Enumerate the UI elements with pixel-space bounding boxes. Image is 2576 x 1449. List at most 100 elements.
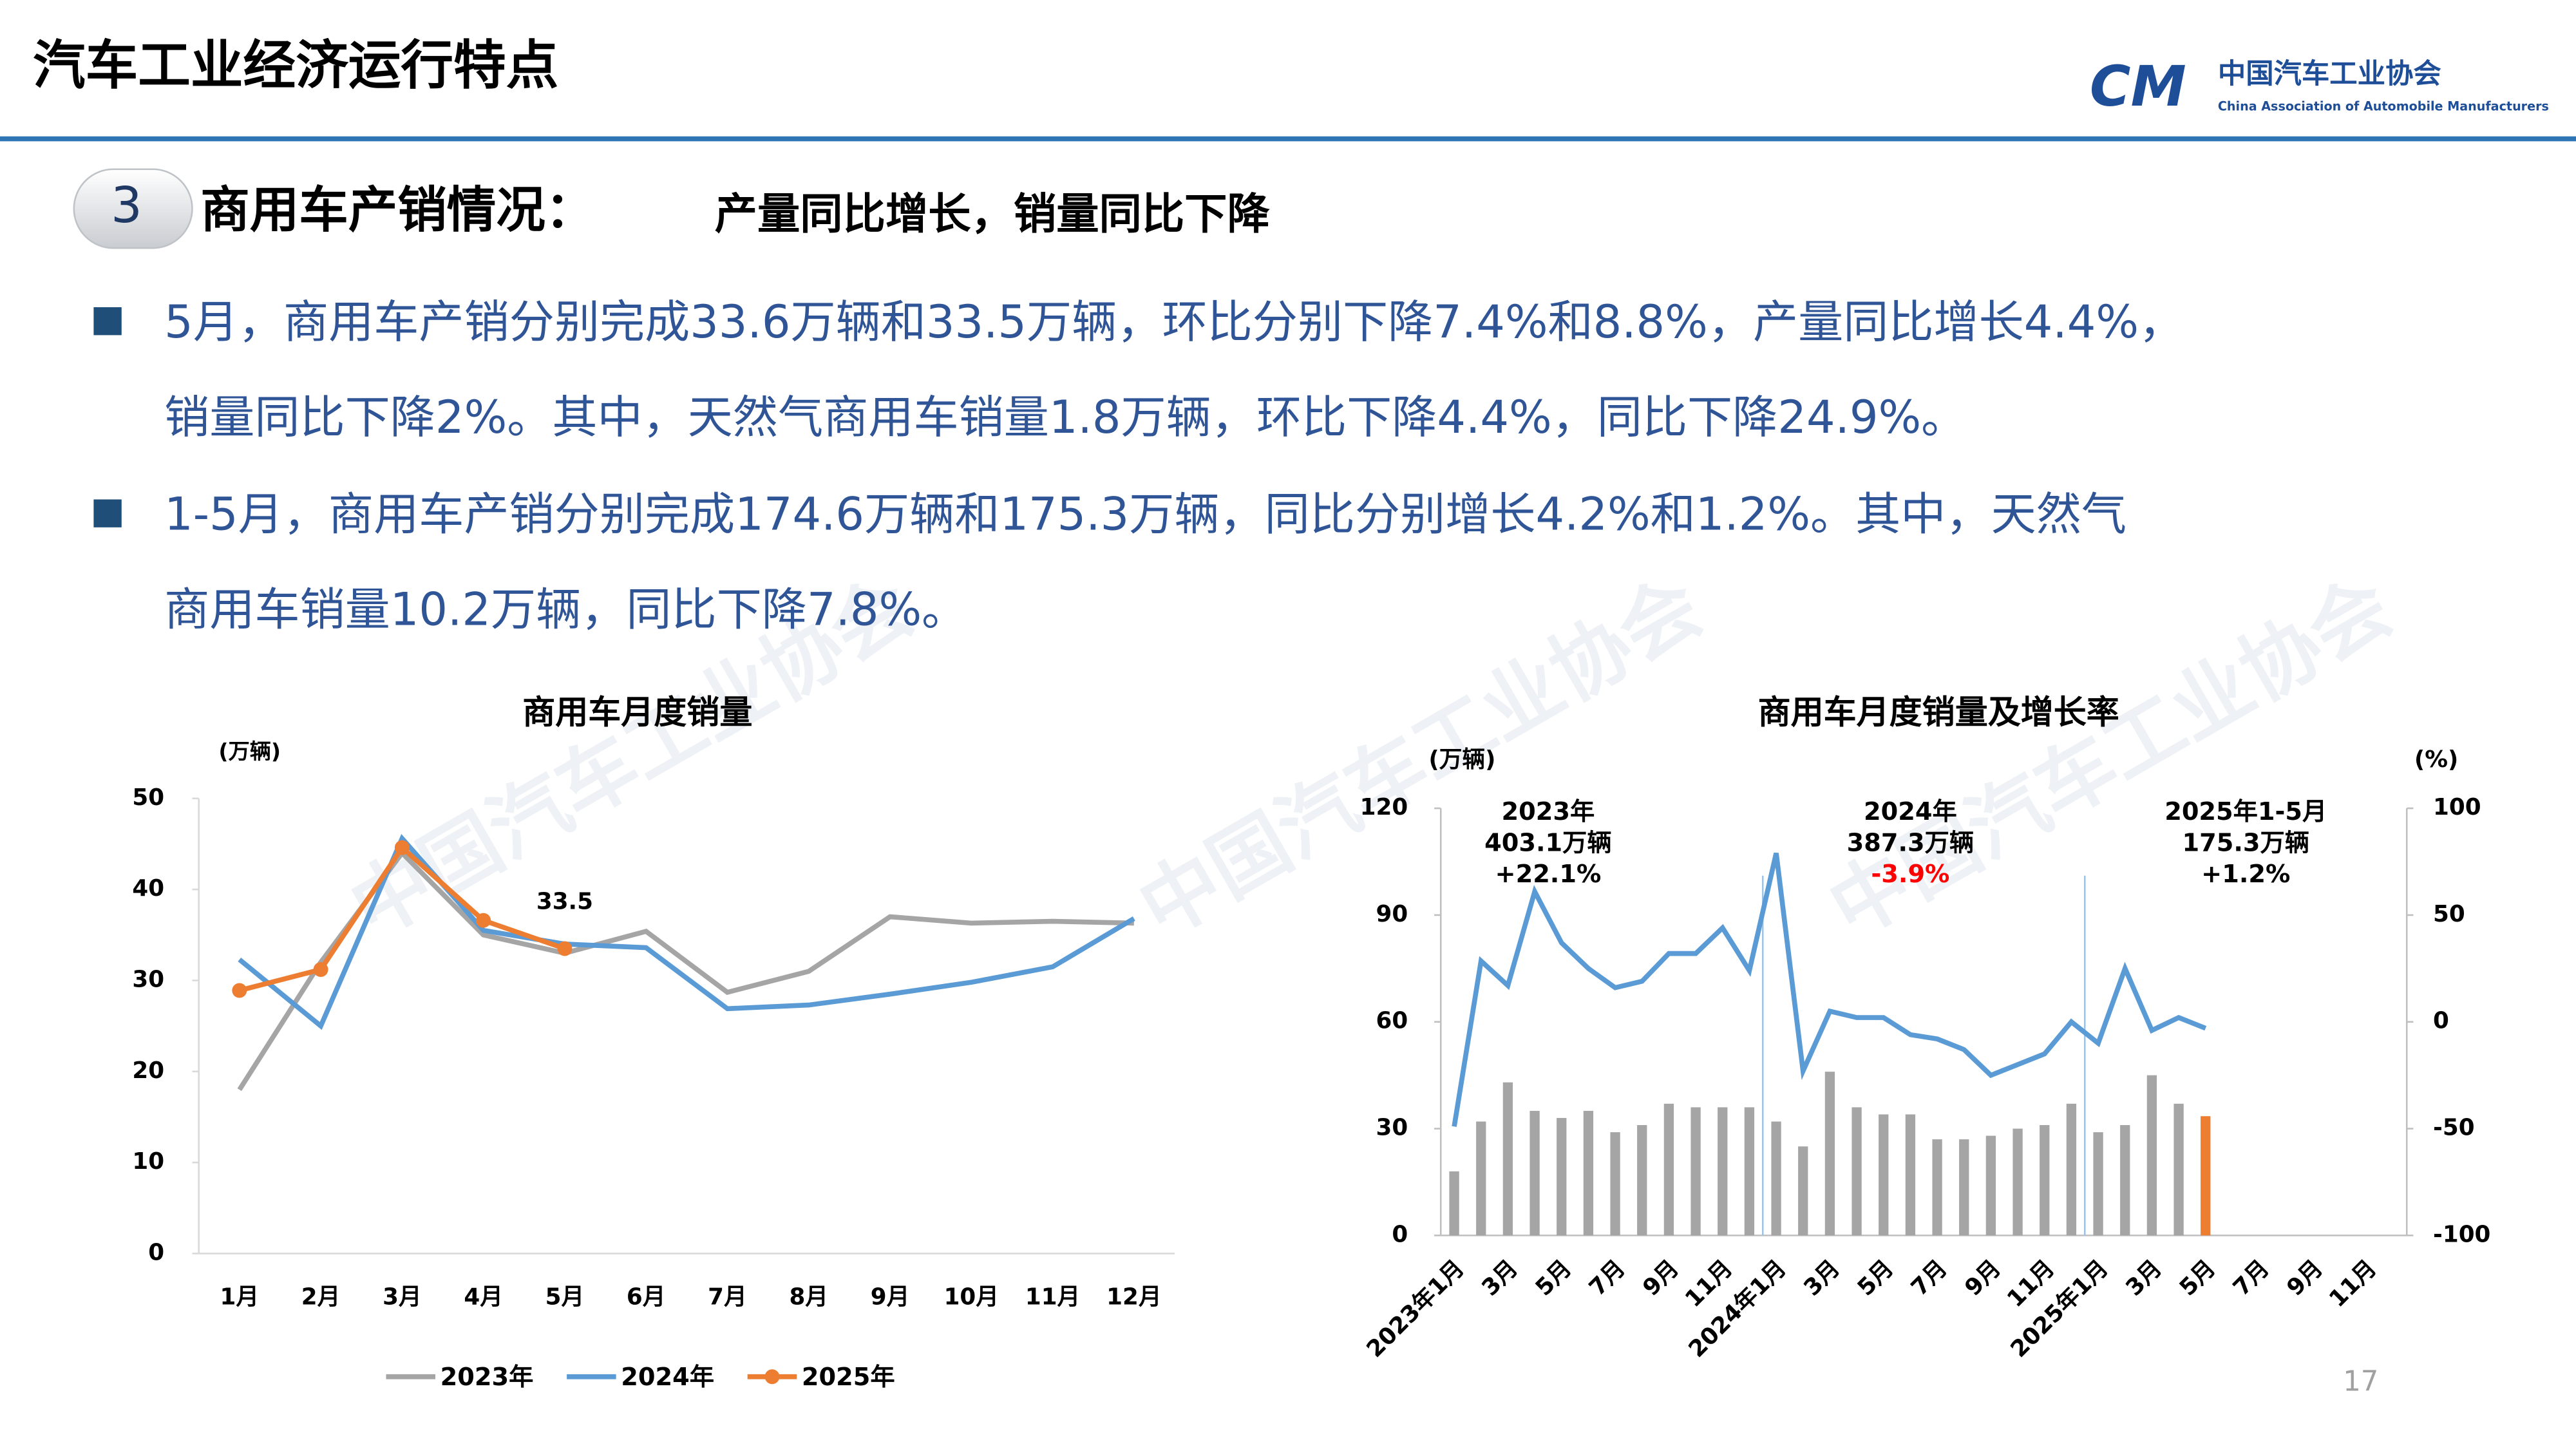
bar: [1985, 1135, 1996, 1236]
x-tick-label: 7月: [1584, 1255, 1631, 1302]
bar: [1959, 1139, 1969, 1236]
x-tick-label: 4月: [464, 1283, 503, 1310]
bar: [2146, 1075, 2157, 1236]
x-tick-label: 7月: [708, 1283, 747, 1310]
section-title: 商用车产销情况：: [200, 182, 594, 240]
x-tick-label: 3月: [383, 1283, 422, 1310]
chart-title: 商用车月度销量: [522, 694, 752, 732]
watermark: 中国汽车工业协会: [1814, 560, 2407, 955]
x-tick-label: 8月: [789, 1283, 828, 1310]
bar: [1557, 1117, 1567, 1236]
x-tick-label: 11月: [2324, 1255, 2382, 1312]
x-tick-label: 3月: [2121, 1255, 2167, 1302]
y-tick-label: 30: [1376, 1115, 1408, 1141]
x-tick-label: 7月: [2228, 1255, 2275, 1302]
x-tick-label: 10月: [944, 1283, 999, 1310]
x-tick-label: 9月: [871, 1283, 910, 1310]
annotation: +1.2%: [2201, 860, 2290, 889]
annotation: 175.3万辆: [2182, 829, 2309, 858]
header-title: 汽车工业经济运行特点: [33, 35, 558, 97]
watermark: 中国汽车工业协会: [1124, 560, 1717, 955]
bar: [1476, 1121, 1486, 1236]
y-axis-label: (万辆): [1428, 746, 1495, 773]
y-tick-label: 90: [1376, 901, 1408, 927]
annotation: 403.1万辆: [1484, 829, 1612, 858]
data-label: 33.5: [536, 889, 593, 915]
x-tick-label: 12月: [1106, 1283, 1161, 1310]
bar: [2012, 1128, 2023, 1236]
bar: [1932, 1139, 1942, 1236]
section-badge: [73, 168, 193, 249]
bar: [1744, 1107, 1755, 1236]
annotation: 2025年1-5月: [2164, 797, 2327, 826]
bar: [1637, 1125, 1647, 1236]
bar: [1583, 1110, 1594, 1236]
y-tick-label: 120: [1360, 794, 1408, 820]
bar: [2093, 1132, 2103, 1236]
y2-tick-label: -100: [2433, 1221, 2490, 1247]
x-tick-label: 5月: [1531, 1255, 1577, 1302]
bar: [1852, 1107, 1862, 1236]
y-tick-label: 50: [132, 784, 164, 811]
point: [232, 983, 247, 998]
logo-name: 中国汽车工业协会: [2218, 58, 2442, 90]
x-tick-label: 3月: [1477, 1255, 1523, 1302]
section-subtitle: 产量同比增长，销量同比下降: [715, 189, 1271, 239]
bullet-text: 5月，商用车产销分别完成33.6万辆和33.5万辆，环比分别下降7.4%和8.8…: [164, 296, 2184, 348]
bullet-square: [93, 307, 122, 336]
x-tick-label: 2月: [301, 1283, 341, 1310]
x-tick-label: 1月: [220, 1283, 260, 1310]
legend-label: 2024年: [621, 1363, 714, 1392]
bar: [1905, 1114, 1916, 1236]
page-number: 17: [2343, 1365, 2378, 1397]
y-tick-label: 0: [1392, 1221, 1408, 1247]
x-tick-label: 3月: [1799, 1255, 1845, 1302]
x-tick-label: 2023年1月: [1361, 1255, 1469, 1363]
bar: [1663, 1103, 1674, 1236]
bar: [1530, 1110, 1540, 1236]
point: [313, 962, 328, 977]
logo-english: China Association of Automobile Manufact…: [2218, 99, 2549, 113]
legend-label: 2025年: [802, 1363, 895, 1392]
point: [557, 941, 573, 956]
x-tick-label: 6月: [627, 1283, 666, 1310]
y2-tick-label: -50: [2433, 1115, 2475, 1141]
annotation: -3.9%: [1871, 860, 1949, 889]
legend-label: 2023年: [440, 1363, 534, 1392]
x-tick-label: 7月: [1906, 1255, 1953, 1302]
y-tick-label: 0: [148, 1239, 164, 1265]
x-tick-label: 9月: [1638, 1255, 1684, 1302]
bar: [2120, 1125, 2130, 1236]
header-rule: [0, 136, 2576, 142]
bar: [1449, 1171, 1459, 1236]
bar: [1824, 1072, 1835, 1236]
bar: [1771, 1121, 1781, 1236]
x-tick-label: 5月: [1853, 1255, 1899, 1302]
legend-marker: [764, 1369, 780, 1385]
bar: [1502, 1082, 1513, 1236]
bar: [2040, 1125, 2050, 1236]
y2-axis-label: (%): [2414, 746, 2458, 773]
bar: [2174, 1103, 2184, 1236]
y2-tick-label: 0: [2433, 1008, 2449, 1034]
bar: [2066, 1103, 2077, 1236]
bar: [1879, 1114, 1889, 1236]
annotation: 2024年: [1864, 797, 1957, 826]
annotation: 387.3万辆: [1847, 829, 1975, 858]
bullet-text: 商用车销量10.2万辆，同比下降7.8%。: [164, 583, 967, 636]
bar: [1798, 1146, 1808, 1236]
y-tick-label: 20: [132, 1057, 164, 1084]
chart-title: 商用车月度销量及增长率: [1758, 694, 2119, 732]
section-number: 3: [111, 177, 142, 234]
annotation: 2023年: [1502, 797, 1595, 826]
x-tick-label: 9月: [2282, 1255, 2328, 1302]
bullet-text: 销量同比下降2%。其中，天然气商用车销量1.8万辆，环比下降4.4%，同比下降2…: [164, 391, 1966, 444]
bullet-text: 1-5月，商用车产销分别完成174.6万辆和175.3万辆，同比分别增长4.2%…: [164, 488, 2126, 541]
y-tick-label: 10: [132, 1148, 164, 1175]
point: [394, 840, 410, 855]
line-series: [1452, 852, 2207, 1127]
point: [476, 913, 491, 928]
y-tick-label: 40: [132, 875, 164, 902]
